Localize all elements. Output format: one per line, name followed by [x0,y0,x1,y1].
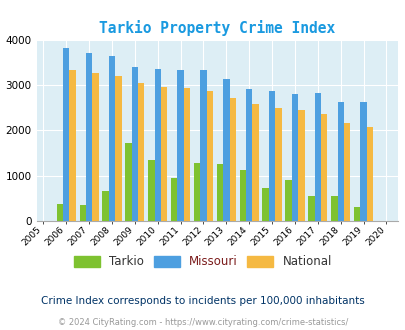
Bar [268,91,275,221]
Bar [92,73,98,221]
Bar [200,70,206,221]
Bar [343,123,350,221]
Bar [183,88,190,221]
Bar [239,170,245,221]
Bar [69,70,76,221]
Bar [171,178,177,221]
Bar [223,79,229,221]
Bar [57,204,63,221]
Text: © 2024 CityRating.com - https://www.cityrating.com/crime-statistics/: © 2024 CityRating.com - https://www.city… [58,318,347,327]
Bar [125,143,131,221]
Title: Tarkio Property Crime Index: Tarkio Property Crime Index [99,20,335,36]
Bar [366,127,372,221]
Bar [206,91,213,221]
Text: Crime Index corresponds to incidents per 100,000 inhabitants: Crime Index corresponds to incidents per… [41,296,364,306]
Bar [194,163,200,221]
Bar [160,87,167,221]
Bar [109,56,115,221]
Bar [275,108,281,221]
Bar [320,114,327,221]
Bar [262,187,268,221]
Bar [63,48,69,221]
Bar [115,76,122,221]
Bar [245,89,252,221]
Bar [79,205,86,221]
Bar [131,67,138,221]
Bar [148,160,154,221]
Bar [229,98,235,221]
Bar [297,110,304,221]
Bar [330,196,337,221]
Bar [285,180,291,221]
Bar [154,69,160,221]
Bar [360,102,366,221]
Bar [86,53,92,221]
Bar [177,70,183,221]
Bar [102,191,109,221]
Bar [337,102,343,221]
Legend: Tarkio, Missouri, National: Tarkio, Missouri, National [69,250,336,273]
Bar [291,94,297,221]
Bar [252,104,258,221]
Bar [353,208,360,221]
Bar [307,196,314,221]
Bar [314,93,320,221]
Bar [216,164,223,221]
Bar [138,83,144,221]
